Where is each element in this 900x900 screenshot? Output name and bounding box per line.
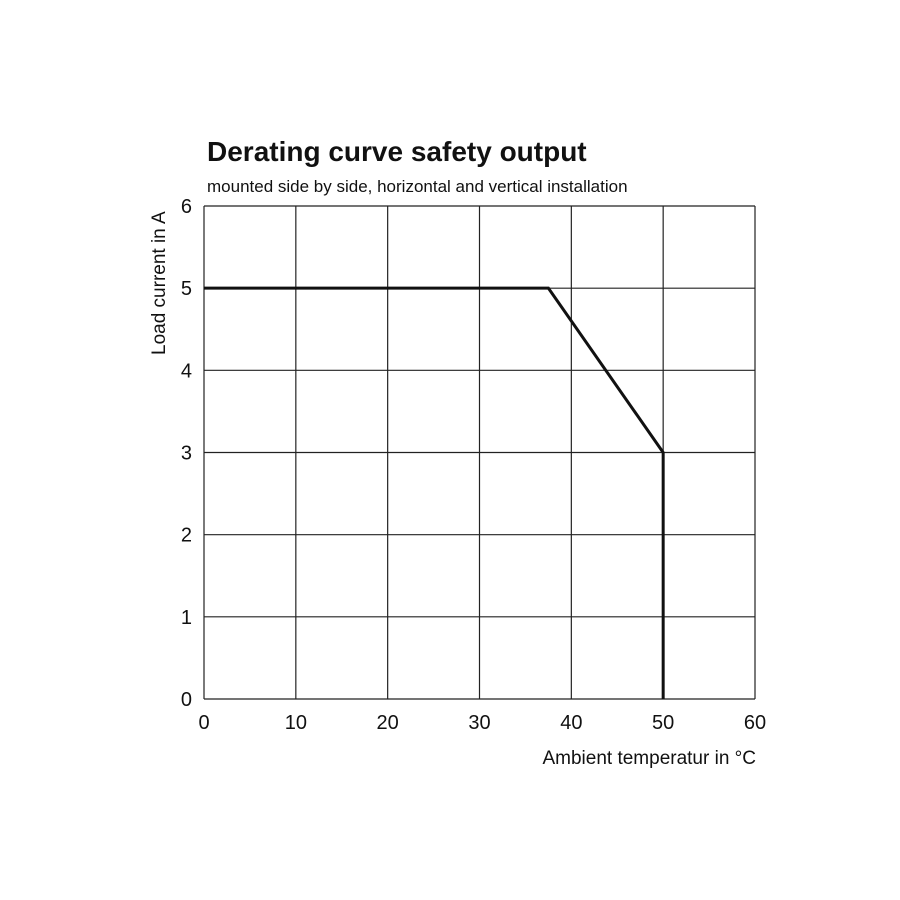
y-tick-label: 4 [181, 360, 192, 382]
chart-title: Derating curve safety output [207, 136, 587, 167]
x-axis-label: Ambient temperatur in °C [542, 748, 756, 769]
x-tick-label: 0 [198, 712, 209, 734]
x-tick-label: 60 [744, 712, 766, 734]
derating-curve-line [204, 286, 665, 699]
x-tick-labels: 0 10 20 30 40 50 60 [198, 712, 766, 734]
x-tick-label: 30 [468, 712, 490, 734]
y-tick-label: 3 [181, 443, 192, 465]
y-tick-labels: 0 1 2 3 4 5 6 [181, 196, 192, 711]
grid [203, 205, 756, 700]
chart-subtitle: mounted side by side, horizontal and ver… [207, 177, 628, 196]
y-tick-label: 6 [181, 196, 192, 218]
x-tick-label: 20 [377, 712, 399, 734]
x-tick-label: 50 [652, 712, 674, 734]
y-tick-label: 0 [181, 689, 192, 711]
y-axis-label: Load current in A [149, 211, 170, 355]
y-tick-label: 1 [181, 607, 192, 629]
x-tick-label: 40 [560, 712, 582, 734]
x-tick-label: 10 [285, 712, 307, 734]
y-tick-label: 5 [181, 278, 192, 300]
y-tick-label: 2 [181, 525, 192, 547]
series-group [204, 286, 665, 699]
